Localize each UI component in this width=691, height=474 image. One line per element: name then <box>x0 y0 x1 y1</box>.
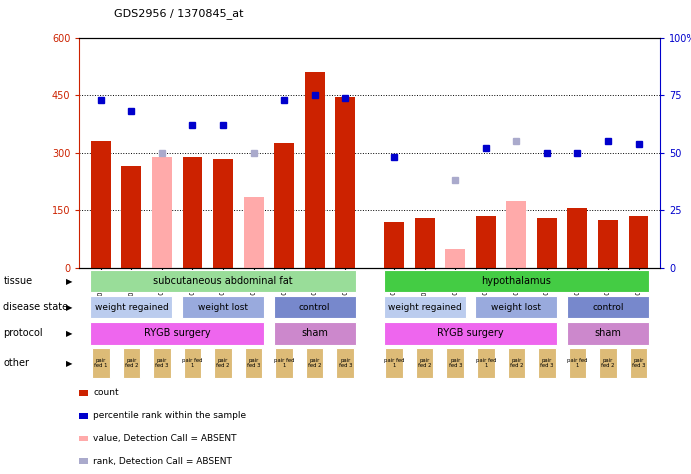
Text: pair
fed 2: pair fed 2 <box>509 358 523 368</box>
Text: pair
fed 3: pair fed 3 <box>155 358 169 368</box>
Text: rank, Detection Call = ABSENT: rank, Detection Call = ABSENT <box>93 457 232 465</box>
Text: pair
fed 2: pair fed 2 <box>308 358 321 368</box>
Text: control: control <box>592 303 624 311</box>
Text: ▶: ▶ <box>66 329 73 337</box>
Bar <box>182 157 202 268</box>
Text: protocol: protocol <box>3 328 43 338</box>
Text: RYGB surgery: RYGB surgery <box>144 328 211 338</box>
Bar <box>92 348 110 378</box>
Text: pair fed
1: pair fed 1 <box>384 358 404 368</box>
Text: pair
fed 3: pair fed 3 <box>540 358 553 368</box>
Bar <box>537 218 557 268</box>
Bar <box>152 157 172 268</box>
Text: disease state: disease state <box>3 302 68 312</box>
Bar <box>337 348 354 378</box>
Bar <box>507 348 525 378</box>
Text: pair fed
1: pair fed 1 <box>182 358 202 368</box>
Text: subcutaneous abdominal fat: subcutaneous abdominal fat <box>153 276 293 286</box>
Text: pair
fed 1: pair fed 1 <box>94 358 108 368</box>
Bar <box>567 296 649 319</box>
Bar <box>122 166 142 268</box>
Bar <box>446 348 464 378</box>
Bar <box>91 322 264 345</box>
Text: other: other <box>3 358 30 368</box>
Text: pair
fed 3: pair fed 3 <box>448 358 462 368</box>
Bar <box>415 218 435 268</box>
Bar <box>384 222 404 268</box>
Text: GDS2956 / 1370845_at: GDS2956 / 1370845_at <box>114 8 243 19</box>
Bar <box>182 296 264 319</box>
Bar <box>384 270 649 292</box>
Bar <box>91 270 356 292</box>
Text: percentile rank within the sample: percentile rank within the sample <box>93 411 247 420</box>
Bar <box>184 348 201 378</box>
Bar <box>445 249 465 268</box>
Bar <box>274 143 294 268</box>
Bar <box>475 296 558 319</box>
Bar <box>630 348 647 378</box>
Text: count: count <box>93 389 119 397</box>
Text: weight regained: weight regained <box>95 303 169 311</box>
Bar <box>476 216 495 268</box>
Bar <box>214 348 232 378</box>
Text: hypothalamus: hypothalamus <box>482 276 551 286</box>
Text: pair
fed 2: pair fed 2 <box>601 358 615 368</box>
Text: pair
fed 3: pair fed 3 <box>632 358 645 368</box>
Text: weight lost: weight lost <box>491 303 541 311</box>
Bar <box>538 348 556 378</box>
Bar <box>384 322 558 345</box>
Bar <box>122 348 140 378</box>
Bar <box>213 159 233 268</box>
Bar <box>274 296 356 319</box>
Bar <box>477 348 495 378</box>
Text: sham: sham <box>301 328 328 338</box>
Bar <box>569 348 586 378</box>
Text: pair
fed 3: pair fed 3 <box>339 358 352 368</box>
Text: pair
fed 2: pair fed 2 <box>124 358 138 368</box>
Bar <box>153 348 171 378</box>
Bar <box>567 322 649 345</box>
Text: ▶: ▶ <box>66 359 73 367</box>
Text: pair fed
1: pair fed 1 <box>567 358 587 368</box>
Text: control: control <box>299 303 330 311</box>
Text: ▶: ▶ <box>66 303 73 311</box>
Bar <box>416 348 433 378</box>
Bar <box>629 216 648 268</box>
Bar <box>386 348 403 378</box>
Bar <box>91 141 111 268</box>
Bar <box>275 348 293 378</box>
Bar <box>567 209 587 268</box>
Bar <box>599 348 617 378</box>
Bar <box>306 348 323 378</box>
Bar <box>91 296 173 319</box>
Text: RYGB surgery: RYGB surgery <box>437 328 504 338</box>
Bar <box>274 322 356 345</box>
Text: ▶: ▶ <box>66 277 73 285</box>
Text: pair fed
1: pair fed 1 <box>475 358 496 368</box>
Text: tissue: tissue <box>3 276 32 286</box>
Bar <box>507 201 527 268</box>
Text: sham: sham <box>594 328 621 338</box>
Text: weight lost: weight lost <box>198 303 248 311</box>
Bar <box>305 73 325 268</box>
Bar <box>244 197 263 268</box>
Bar <box>335 97 355 268</box>
Text: pair fed
1: pair fed 1 <box>274 358 294 368</box>
Text: value, Detection Call = ABSENT: value, Detection Call = ABSENT <box>93 434 237 443</box>
Text: weight regained: weight regained <box>388 303 462 311</box>
Bar <box>245 348 263 378</box>
Text: pair
fed 2: pair fed 2 <box>216 358 230 368</box>
Bar <box>384 296 466 319</box>
Bar <box>598 220 618 268</box>
Text: pair
fed 2: pair fed 2 <box>418 358 431 368</box>
Text: pair
fed 3: pair fed 3 <box>247 358 261 368</box>
